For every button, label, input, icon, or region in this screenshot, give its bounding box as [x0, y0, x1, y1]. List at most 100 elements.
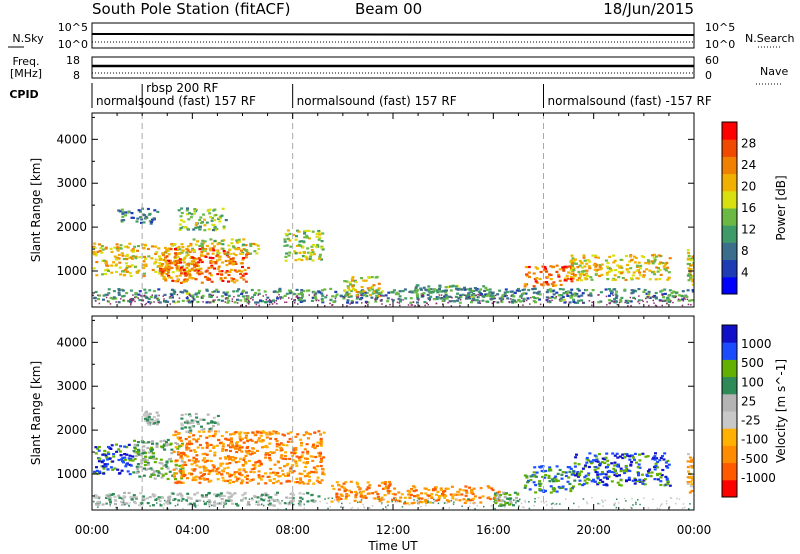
data-cell — [612, 254, 616, 257]
data-cell — [305, 443, 309, 446]
data-cell — [131, 216, 135, 219]
data-cell — [121, 497, 125, 501]
data-cell — [175, 267, 179, 270]
data-cell — [614, 269, 618, 272]
data-cell — [118, 450, 122, 453]
data-cell — [233, 492, 237, 495]
data-cell — [660, 474, 664, 477]
data-cell — [208, 256, 212, 259]
data-cell — [203, 218, 206, 221]
data-cell — [347, 294, 349, 296]
data-cell — [389, 303, 391, 306]
data-cell — [524, 266, 528, 269]
data-cell — [200, 281, 204, 284]
data-cell — [690, 299, 694, 302]
data-cell — [629, 506, 632, 508]
date-label: 18/Jun/2015 — [603, 0, 694, 18]
data-cell — [315, 299, 318, 302]
data-cell — [227, 299, 231, 302]
data-cell — [414, 304, 416, 307]
data-cell — [123, 456, 127, 459]
data-cell — [276, 291, 280, 294]
data-cell — [386, 487, 390, 490]
data-cell — [566, 480, 570, 483]
data-cell — [180, 465, 184, 469]
data-cell — [94, 290, 98, 294]
data-cell — [667, 271, 671, 274]
data-cell — [661, 293, 665, 296]
data-cell — [124, 465, 128, 468]
data-cell — [570, 280, 574, 283]
data-cell — [276, 296, 279, 298]
data-cell — [319, 444, 323, 447]
data-cell — [563, 265, 567, 268]
data-cell — [524, 292, 528, 295]
data-cell — [206, 500, 208, 503]
data-cell — [370, 276, 374, 279]
data-cell — [98, 471, 102, 475]
data-cell — [467, 293, 471, 296]
data-cell — [229, 442, 233, 445]
data-cell — [184, 225, 188, 229]
data-cell — [301, 451, 305, 454]
data-cell — [527, 289, 531, 292]
data-cell — [646, 470, 650, 473]
data-cell — [362, 503, 364, 506]
data-cell — [524, 484, 528, 487]
data-cell — [238, 435, 242, 438]
data-cell — [278, 475, 282, 478]
data-cell — [602, 483, 606, 486]
data-cell — [251, 431, 255, 434]
data-cell — [381, 487, 385, 490]
data-cell — [192, 456, 196, 459]
data-cell — [193, 450, 197, 453]
data-cell — [144, 257, 147, 260]
data-cell — [246, 295, 250, 298]
data-cell — [224, 301, 226, 303]
data-cell — [616, 264, 620, 267]
data-cell — [546, 283, 550, 286]
data-cell — [213, 245, 216, 248]
data-cell — [180, 475, 184, 478]
data-cell — [427, 501, 429, 504]
data-cell — [489, 497, 493, 501]
data-cell — [180, 413, 184, 417]
data-cell — [654, 304, 657, 307]
data-cell — [561, 288, 565, 291]
data-cell — [234, 447, 238, 450]
data-cell — [92, 294, 94, 297]
data-cell — [483, 289, 487, 292]
data-cell — [177, 300, 180, 303]
data-cell — [146, 446, 150, 450]
data-cell — [205, 446, 209, 449]
data-cell — [142, 504, 144, 506]
cpid-label: CPID — [9, 88, 38, 101]
data-cell — [643, 483, 647, 486]
data-cell — [94, 254, 98, 257]
data-cell — [647, 296, 649, 298]
data-cell — [155, 251, 159, 254]
data-cell — [165, 255, 169, 258]
data-cell — [686, 274, 690, 277]
colorbar-label: Power [dB] — [774, 175, 788, 240]
data-cell — [166, 443, 170, 446]
data-cell — [227, 244, 231, 247]
data-cell — [359, 291, 363, 294]
data-cell — [277, 508, 279, 510]
data-cell — [278, 287, 282, 290]
data-cell — [200, 425, 203, 428]
data-cell — [312, 291, 316, 294]
data-cell — [222, 239, 226, 242]
data-cell — [368, 484, 372, 487]
data-cell — [587, 474, 590, 477]
data-cell — [577, 277, 581, 280]
colorbar-segment — [722, 242, 737, 261]
data-cell — [564, 488, 568, 491]
data-cell — [178, 445, 182, 448]
data-cell — [156, 297, 158, 300]
data-cell — [298, 299, 302, 302]
data-cell — [420, 492, 423, 495]
data-cell — [582, 270, 586, 273]
data-cell — [308, 294, 310, 296]
data-cell — [518, 289, 522, 293]
